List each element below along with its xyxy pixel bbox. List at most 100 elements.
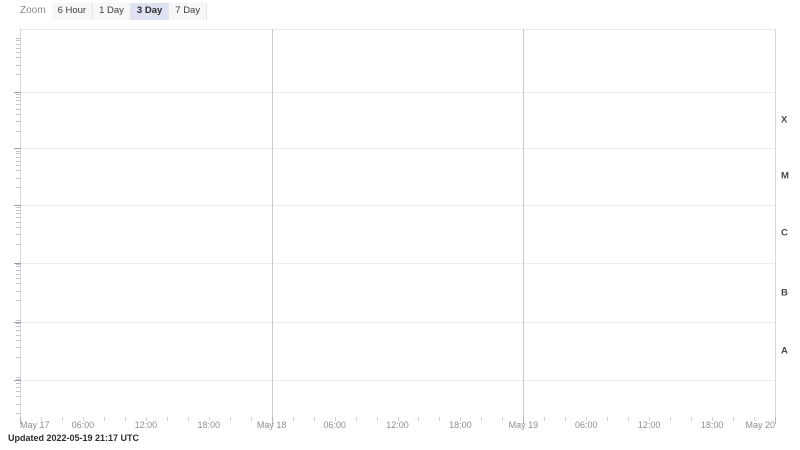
y-axis-minor-tick bbox=[16, 274, 21, 275]
y-axis-minor-tick bbox=[16, 244, 21, 245]
y-axis-minor-tick bbox=[16, 100, 21, 101]
y-axis-minor-tick bbox=[16, 40, 21, 41]
x-axis-label: May 20 bbox=[745, 420, 775, 430]
x-axis-label: 06:00 bbox=[71, 420, 95, 430]
y-axis-minor-tick bbox=[16, 65, 21, 66]
gridline bbox=[20, 322, 775, 323]
y-axis-minor-tick bbox=[16, 38, 21, 39]
zoom-button-7-day[interactable]: 7 Day bbox=[169, 2, 208, 20]
gridline bbox=[20, 380, 775, 381]
x-axis-minor-tick bbox=[167, 417, 168, 421]
y-axis-label-b: B bbox=[781, 287, 788, 299]
x-axis-minor-tick bbox=[293, 417, 294, 421]
x-axis-minor-tick bbox=[62, 417, 63, 421]
zoom-button-3-day[interactable]: 3 Day bbox=[130, 2, 170, 20]
y-axis-minor-tick bbox=[16, 227, 21, 228]
x-axis-minor-tick bbox=[712, 417, 713, 421]
x-axis-label: 12:00 bbox=[386, 420, 409, 430]
day-separator-2 bbox=[523, 29, 524, 417]
x-axis-minor-tick bbox=[335, 417, 336, 421]
y-axis-minor-tick bbox=[16, 187, 21, 188]
x-axis-major-tick bbox=[523, 417, 524, 424]
y-axis-minor-tick bbox=[16, 387, 21, 388]
y-axis-major-tick bbox=[14, 263, 21, 264]
x-axis-minor-tick bbox=[565, 417, 566, 421]
x-axis-minor-tick bbox=[41, 417, 42, 421]
y-axis-minor-tick bbox=[16, 74, 21, 75]
x-axis-minor-tick bbox=[188, 417, 189, 421]
y-axis-minor-tick bbox=[16, 213, 21, 214]
y-axis-minor-tick bbox=[16, 347, 21, 348]
x-axis-major-tick bbox=[20, 417, 21, 424]
y-axis-major-tick bbox=[14, 92, 21, 93]
x-axis-minor-tick bbox=[398, 417, 399, 421]
x-axis-minor-tick bbox=[146, 417, 147, 421]
x-axis-label: May 18 bbox=[256, 420, 287, 430]
y-axis-major-tick bbox=[14, 322, 21, 323]
y-axis-minor-tick bbox=[16, 210, 21, 211]
y-axis-minor-tick bbox=[16, 264, 21, 265]
x-axis-label: May 17 bbox=[20, 420, 50, 430]
x-axis-minor-tick bbox=[209, 417, 210, 421]
y-axis-minor-tick bbox=[16, 357, 21, 358]
zoom-button-6-hour[interactable]: 6 Hour bbox=[51, 2, 94, 20]
y-axis-minor-tick bbox=[16, 114, 21, 115]
x-axis-minor-tick bbox=[230, 417, 231, 421]
y-axis-minor-tick bbox=[16, 404, 21, 405]
gridline bbox=[20, 92, 775, 93]
y-axis-minor-tick bbox=[16, 170, 21, 171]
updated-timestamp: Updated 2022-05-19 21:17 UTC bbox=[8, 433, 140, 443]
x-axis-major-tick bbox=[272, 417, 273, 424]
x-axis-label: 18:00 bbox=[197, 420, 221, 430]
x-axis-label: 12:00 bbox=[637, 420, 661, 430]
y-axis-right bbox=[775, 29, 776, 417]
x-axis-label: 06:00 bbox=[323, 420, 346, 430]
x-axis-minor-tick bbox=[502, 417, 503, 421]
y-axis-minor-tick bbox=[16, 377, 21, 378]
y-axis-minor-tick bbox=[16, 178, 21, 179]
x-axis-minor-tick bbox=[607, 417, 608, 421]
x-axis-minor-tick bbox=[544, 417, 545, 421]
y-axis-minor-tick bbox=[16, 217, 21, 218]
plot-background bbox=[20, 29, 775, 417]
y-axis-label-x: X bbox=[781, 114, 788, 126]
y-axis-minor-tick bbox=[16, 109, 21, 110]
y-axis-minor-tick bbox=[16, 48, 21, 49]
y-axis-minor-tick bbox=[16, 234, 21, 235]
x-axis-minor-tick bbox=[377, 417, 378, 421]
y-axis-minor-tick bbox=[16, 391, 21, 392]
x-axis-minor-tick bbox=[439, 417, 440, 421]
y-axis-label-a: A bbox=[781, 345, 788, 357]
zoom-toolbar: Zoom 6 Hour 1 Day 3 Day 7 Day bbox=[0, 0, 208, 22]
x-axis-minor-tick bbox=[670, 417, 671, 421]
x-axis-minor-tick bbox=[628, 417, 629, 421]
y-axis-minor-tick bbox=[16, 44, 21, 45]
x-axis-minor-tick bbox=[649, 417, 650, 421]
y-axis-minor-tick bbox=[16, 222, 21, 223]
y-axis-minor-tick bbox=[16, 330, 21, 331]
y-axis-minor-tick bbox=[16, 266, 21, 267]
y-axis-minor-tick bbox=[16, 121, 21, 122]
y-axis-minor-tick bbox=[16, 104, 21, 105]
zoom-label: Zoom bbox=[20, 5, 46, 16]
x-axis-minor-tick bbox=[754, 417, 755, 421]
y-axis-minor-tick bbox=[16, 278, 21, 279]
y-axis-minor-tick bbox=[16, 131, 21, 132]
y-axis-minor-tick bbox=[16, 335, 21, 336]
y-axis-minor-tick bbox=[16, 300, 21, 301]
y-axis-minor-tick bbox=[16, 161, 21, 162]
x-axis-minor-tick bbox=[460, 417, 461, 421]
y-axis-minor-tick bbox=[16, 396, 21, 397]
y-axis-minor-tick bbox=[16, 326, 21, 327]
gridline bbox=[20, 148, 775, 149]
chart-plot-area[interactable] bbox=[14, 29, 776, 424]
y-axis-minor-tick bbox=[16, 157, 21, 158]
y-axis-minor-tick bbox=[16, 383, 21, 384]
y-axis-minor-tick bbox=[16, 153, 21, 154]
y-axis-minor-tick bbox=[16, 270, 21, 271]
y-axis-minor-tick bbox=[16, 320, 21, 321]
y-axis-minor-tick bbox=[16, 57, 21, 58]
y-axis-minor-tick bbox=[16, 283, 21, 284]
zoom-button-1-day[interactable]: 1 Day bbox=[93, 2, 131, 20]
